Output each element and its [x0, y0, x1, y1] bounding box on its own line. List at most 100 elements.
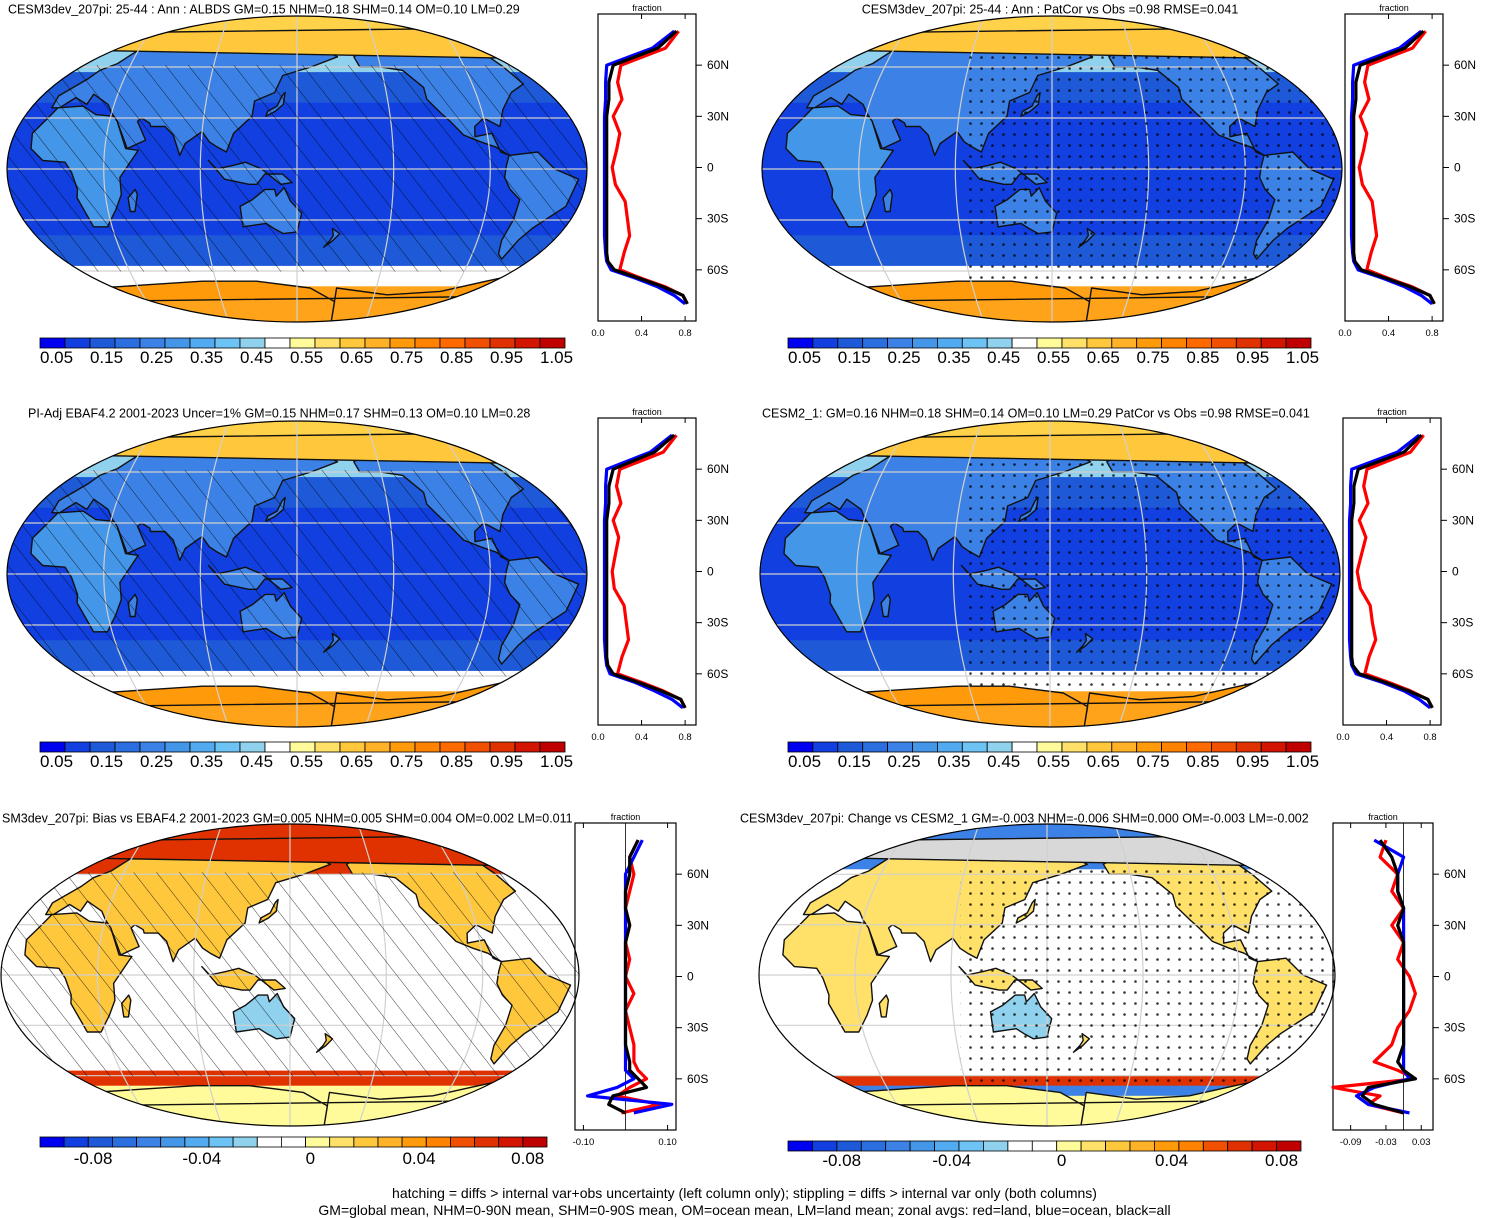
zonal-ytick-label: 60N	[1452, 462, 1474, 476]
colorbar-swatch	[1061, 741, 1088, 753]
meridian-line	[856, 421, 914, 727]
colorbar-label: 0.95	[490, 752, 523, 771]
panel-title: CESM3dev_207pi: 25-44 : Ann : PatCor vs …	[862, 2, 1239, 16]
colorbar-swatch	[1186, 337, 1212, 349]
colorbar-swatch	[1136, 337, 1162, 349]
colorbar-swatch	[912, 741, 938, 753]
colorbar-swatch	[214, 741, 241, 753]
colorbar-swatch	[1056, 1140, 1082, 1152]
zonal-series-land	[610, 30, 689, 305]
colorbar-swatch	[377, 1136, 403, 1148]
colorbar-swatch	[289, 741, 316, 753]
zonal-series-land	[615, 839, 661, 1115]
colorbar-swatch	[114, 337, 141, 349]
colorbar-swatch	[539, 337, 566, 349]
map-outline	[758, 823, 1336, 1127]
colorbar-swatch	[489, 337, 516, 349]
colorbar-swatch	[64, 741, 91, 753]
zonal-xlabel: fraction	[1368, 812, 1398, 822]
zonal-series-all	[1352, 29, 1436, 305]
colorbar-swatch	[1161, 337, 1187, 349]
colorbar-label: 0.35	[190, 752, 223, 771]
colorbar-label: 0.35	[190, 348, 223, 367]
panel-title: CESM3dev_207pi: Change vs CESM2_1 GM=-0.…	[740, 811, 1309, 825]
colorbar-swatch	[934, 1140, 960, 1152]
colorbar-label: 1.05	[1286, 752, 1319, 771]
zonal-xtick-label: 0.8	[679, 732, 692, 743]
colorbar-label: 0.15	[838, 752, 871, 771]
zonal-xtick-label: 0.8	[1424, 732, 1437, 743]
panel-title: PI-Adj EBAF4.2 2001-2023 Uncer=1% GM=0.1…	[28, 406, 530, 420]
colorbar-swatch	[439, 741, 466, 753]
colorbar-swatch	[464, 741, 491, 753]
meridian-line	[854, 824, 912, 1126]
colorbar-label: 0.85	[440, 348, 473, 367]
colorbar-swatch	[862, 337, 889, 349]
colorbar-swatch	[364, 741, 391, 753]
zonal-xlabel: fraction	[632, 3, 662, 13]
colorbar-label: 0.05	[40, 348, 73, 367]
colorbar-swatch	[1011, 741, 1038, 753]
colorbar-swatch	[937, 741, 963, 753]
colorbar-swatch	[314, 337, 341, 349]
zonal-ytick-label: 60N	[707, 58, 729, 72]
colorbar-swatch	[1061, 337, 1088, 349]
colorbar-swatch	[1186, 741, 1212, 753]
zonal-ytick-label: 60N	[1454, 58, 1476, 72]
map-field	[759, 824, 1335, 1126]
colorbar-swatch	[522, 1136, 548, 1148]
colorbar-label: 0.65	[340, 348, 373, 367]
continent-africa	[783, 510, 892, 633]
panel-2: CESM3dev_207pi: 25-44 : Ann : PatCor vs …	[761, 2, 1476, 367]
zonal-xlabel: fraction	[1379, 3, 1409, 13]
zonal-ytick-label: 0	[1444, 970, 1451, 984]
colorbar-swatch	[912, 337, 938, 349]
colorbar-label: 0.75	[390, 348, 423, 367]
zonal-series-all	[605, 29, 689, 305]
zonal-xlabel: fraction	[632, 407, 662, 417]
colorbar-swatch	[232, 1136, 258, 1148]
continent-madagascar	[878, 994, 890, 1018]
colorbar-swatch	[401, 1136, 427, 1148]
colorbar-label: 0.65	[340, 752, 373, 771]
continent-africa	[785, 105, 894, 228]
colorbar-swatch	[264, 337, 291, 349]
colorbar-swatch	[958, 1140, 984, 1152]
zonal-series-ocean	[602, 29, 687, 306]
colorbar-swatch	[961, 741, 988, 753]
zonal-xtick-label: 0.0	[591, 328, 604, 339]
colorbar-label: 0.35	[937, 752, 970, 771]
panel-4: CESM2_1: GM=0.16 NHM=0.18 SHM=0.14 OM=0.…	[759, 406, 1474, 771]
zonal-xtick-label: 0.0	[591, 732, 604, 743]
colorbar-label: 0.05	[788, 348, 821, 367]
zonal-series-land	[1357, 30, 1436, 305]
colorbar-swatch	[449, 1136, 475, 1148]
colorbar-swatch	[87, 1136, 113, 1148]
zonal-mean-plot: fraction -0.09 -0.03 0.03 60N 30N 0 30S 60S	[1331, 812, 1466, 1148]
colorbar-swatch	[489, 741, 516, 753]
zonal-xtick-label: 0.10	[658, 1137, 677, 1148]
colorbar-label: 1.05	[540, 348, 573, 367]
zonal-mean-plot: fraction 0.0 0.4 0.8 60N 30N 0 30S 60S	[1336, 407, 1474, 743]
zonal-series-land	[1331, 839, 1417, 1115]
colorbar-swatch	[239, 741, 266, 753]
colorbar-swatch	[139, 337, 166, 349]
zonal-ytick-label: 60N	[1444, 867, 1466, 881]
colorbar-swatch	[1235, 337, 1262, 349]
colorbar-label: 0	[306, 1149, 315, 1168]
colorbar-label: -0.08	[74, 1149, 113, 1168]
zonal-xtick-label: 0.4	[1382, 328, 1395, 339]
colorbar-label: -0.04	[932, 1151, 971, 1170]
zonal-series-ocean	[602, 433, 684, 710]
zonal-mean-plot: fraction 0.0 0.4 0.8 60N 30N 0 30S 60S	[1338, 3, 1476, 339]
panel-3: PI-Adj EBAF4.2 2001-2023 Uncer=1% GM=0.1…	[6, 406, 729, 771]
zonal-series-all	[1350, 433, 1434, 709]
zonal-xtick-label: 0.4	[635, 328, 648, 339]
colorbar-swatch	[812, 741, 839, 753]
zonal-ytick-label: 30N	[1444, 918, 1466, 932]
colorbar-swatch	[539, 741, 566, 753]
colorbar-swatch	[1260, 741, 1287, 753]
colorbar-swatch	[860, 1140, 887, 1152]
colorbar-swatch	[1105, 1140, 1131, 1152]
